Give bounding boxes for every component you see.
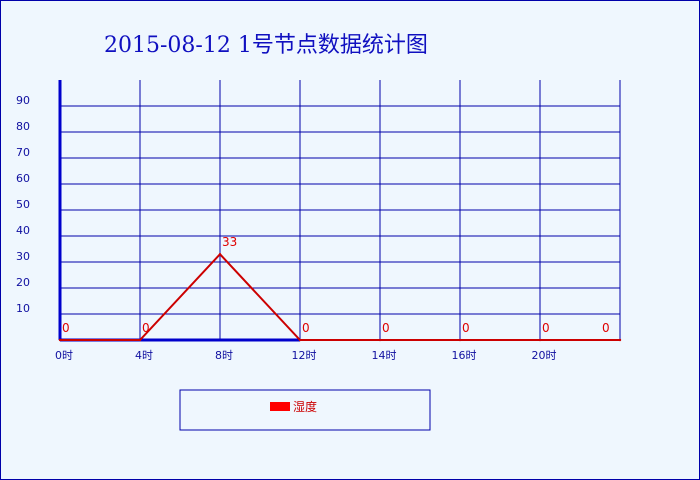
y-tick-label: 10 xyxy=(16,302,30,315)
x-axis-ticks: 0时 4时 8时 12时 14时 16时 20时 xyxy=(55,349,557,362)
x-tick-label: 4时 xyxy=(135,349,153,362)
data-label: 0 xyxy=(602,321,610,335)
y-tick-label: 30 xyxy=(16,250,30,263)
x-tick-label: 0时 xyxy=(55,349,73,362)
y-axis-ticks: 10 20 30 40 50 60 70 80 90 xyxy=(16,94,30,315)
y-tick-label: 60 xyxy=(16,172,30,185)
data-labels: 0 0 33 0 0 0 0 0 xyxy=(62,235,610,335)
x-tick-label: 16时 xyxy=(452,349,477,362)
data-point xyxy=(618,338,622,342)
data-label: 0 xyxy=(382,321,390,335)
series-line-humidity xyxy=(60,252,620,341)
x-tick-label: 20时 xyxy=(532,349,557,362)
x-tick-label: 12时 xyxy=(292,349,317,362)
y-tick-label: 20 xyxy=(16,276,30,289)
y-tick-label: 70 xyxy=(16,146,30,159)
y-tick-label: 50 xyxy=(16,198,30,211)
y-tick-label: 80 xyxy=(16,120,30,133)
data-point xyxy=(218,253,222,256)
data-label: 0 xyxy=(462,321,470,335)
data-point xyxy=(458,338,462,342)
data-point xyxy=(538,338,542,342)
data-label: 0 xyxy=(142,321,150,335)
legend-box xyxy=(179,389,431,431)
x-tick-label: 14时 xyxy=(372,349,397,362)
data-point xyxy=(58,338,62,342)
legend-label: 湿度 xyxy=(293,399,317,414)
legend-swatch xyxy=(270,402,290,411)
data-label: 0 xyxy=(62,321,70,335)
data-label: 0 xyxy=(542,321,550,335)
data-point xyxy=(298,338,302,342)
data-point xyxy=(378,338,382,342)
data-label: 33 xyxy=(222,235,237,249)
y-tick-label: 90 xyxy=(16,94,30,107)
x-tick-label: 8时 xyxy=(215,349,233,362)
y-tick-label: 40 xyxy=(16,224,30,237)
legend: 湿度 xyxy=(179,389,431,431)
data-label: 0 xyxy=(302,321,310,335)
series-group xyxy=(58,252,622,342)
chart-title: 2015-08-12 1号节点数据统计图 xyxy=(104,33,428,58)
grid xyxy=(60,80,621,340)
data-point xyxy=(138,338,142,342)
